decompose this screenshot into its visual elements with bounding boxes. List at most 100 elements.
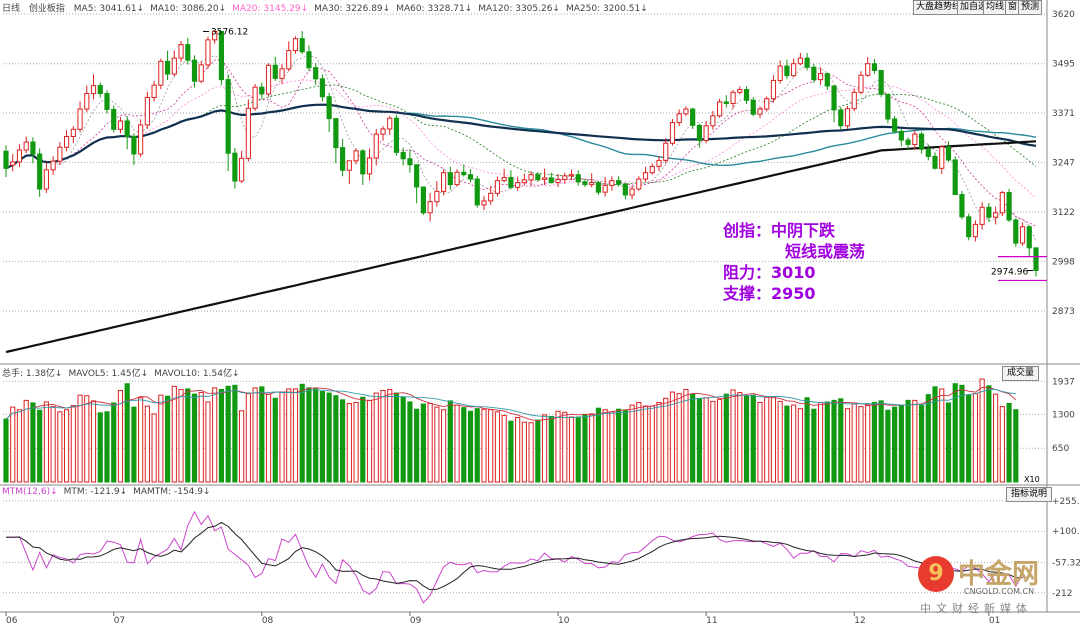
- candle-body: [158, 60, 164, 86]
- candle-body: [366, 157, 373, 175]
- volume-bar: [696, 398, 702, 483]
- candle-body: [575, 174, 581, 183]
- candle-body: [541, 177, 548, 180]
- candle-body: [225, 79, 231, 154]
- candle-body: [952, 159, 958, 196]
- ma-legend-item-6: MA250: 3200.51↓: [565, 4, 648, 14]
- candle-body: [616, 180, 622, 185]
- candle-body: [1019, 226, 1026, 244]
- volume-bar: [676, 393, 682, 483]
- volume-bar: [3, 418, 9, 483]
- price-label-0: 3576.12: [211, 27, 248, 37]
- candle-body: [454, 171, 460, 186]
- candle-body: [717, 101, 723, 117]
- volume-bar: [286, 388, 292, 483]
- volume-bar: [945, 402, 952, 483]
- candle-body: [1033, 247, 1039, 272]
- candle-body: [622, 183, 628, 196]
- candle-body: [750, 99, 756, 115]
- volume-bar: [434, 406, 440, 483]
- mtm-tick-label-1: +100.9: [1052, 527, 1080, 537]
- candle-body: [77, 108, 83, 130]
- volume-bar: [932, 386, 938, 483]
- candle-body: [313, 67, 319, 80]
- ma-legend-item-0: MA5: 3041.61↓: [73, 4, 145, 14]
- vol-legend-item-2: MAVOL10: 1.54亿↓: [154, 369, 240, 379]
- candle-body: [831, 85, 837, 111]
- candle-body: [461, 171, 467, 176]
- volume-bar: [151, 413, 157, 483]
- candle-body: [346, 160, 352, 171]
- candle-body: [319, 78, 325, 98]
- candle-body: [898, 130, 904, 141]
- volume-bar: [777, 400, 783, 483]
- candle-body: [279, 68, 285, 79]
- x-tick-label-6: 12: [854, 616, 865, 625]
- volume-bar: [380, 389, 386, 483]
- price-tick-label-4: 3122: [1052, 208, 1075, 218]
- candle-body: [434, 190, 440, 203]
- candle-body: [777, 65, 783, 81]
- candle-body: [1026, 226, 1032, 249]
- volume-bar: [669, 391, 676, 483]
- volume-bar: [844, 408, 851, 483]
- volume-tick-label-1: 1300: [1052, 410, 1075, 420]
- candle-body: [117, 120, 124, 130]
- ma60-line: [5, 103, 1037, 169]
- candle-body: [178, 44, 184, 59]
- volume-bar: [1013, 409, 1019, 483]
- toolbar-button-0[interactable]: 大盘趋势线: [913, 0, 965, 15]
- volume-bar: [164, 395, 171, 483]
- volume-bar: [878, 400, 884, 483]
- main-header: 日线 创业板指 MA5: 3041.61↓ MA10: 3086.20↓ MA20:…: [2, 1, 660, 14]
- price-tick-label-2: 3371: [1052, 109, 1075, 119]
- price-tick-label-3: 3247: [1052, 158, 1075, 168]
- mtm-header: MTM(12,6)↓ MTM: -121.9↓ MAMTM: -154.9↓: [2, 487, 217, 497]
- mtm-line: [5, 510, 1023, 604]
- candle-body: [124, 120, 130, 137]
- toolbar-button-4[interactable]: 预测: [1018, 0, 1043, 15]
- volume-bar: [138, 397, 144, 483]
- candle-body: [90, 85, 97, 95]
- candle-body: [164, 60, 171, 75]
- volume-bar: [393, 392, 400, 483]
- volume-bar: [966, 394, 972, 483]
- candle-body: [151, 84, 157, 99]
- candle-body: [272, 64, 278, 79]
- volume-bar: [797, 408, 803, 483]
- candle-body: [191, 59, 198, 82]
- price-tick-label-0: 3620: [1052, 10, 1075, 20]
- volume-bar: [918, 405, 925, 483]
- candle-body: [1013, 219, 1019, 244]
- toolbar-button-2[interactable]: 均线: [983, 0, 1008, 15]
- ma250-line: [5, 140, 1037, 354]
- vol-legend-item-0: 总手: 1.38亿↓: [2, 369, 63, 379]
- candle-body: [535, 174, 541, 180]
- candle-body: [925, 148, 931, 157]
- candle-body: [205, 39, 211, 66]
- volume-bar: [865, 405, 871, 483]
- ma-legend-item-2: MA20: 3145.29↓: [232, 4, 309, 14]
- x-tick-label-4: 10: [558, 616, 570, 625]
- candle-body: [57, 146, 63, 162]
- volume-bar: [306, 387, 312, 483]
- volume-bar: [313, 388, 319, 483]
- volume-bar: [642, 405, 649, 483]
- volume-bar: [515, 417, 521, 483]
- volume-bar: [885, 409, 891, 483]
- volume-bar: [528, 422, 534, 483]
- volume-bar: [131, 406, 137, 483]
- candle-body: [844, 108, 851, 127]
- indicator-help-button[interactable]: 指标说明: [1006, 487, 1053, 502]
- candle-body: [595, 182, 602, 193]
- volume-bar: [683, 388, 689, 483]
- candle-body: [212, 30, 218, 41]
- candle-body: [649, 165, 655, 174]
- volume-bar: [50, 406, 56, 483]
- price-tick-label-6: 2873: [1052, 307, 1075, 317]
- candle-body: [562, 175, 568, 180]
- volume-panel-button[interactable]: 成交量: [1002, 366, 1040, 381]
- annotation-support: 支撑：2950: [723, 284, 816, 303]
- index-name: 创业板指: [28, 4, 65, 14]
